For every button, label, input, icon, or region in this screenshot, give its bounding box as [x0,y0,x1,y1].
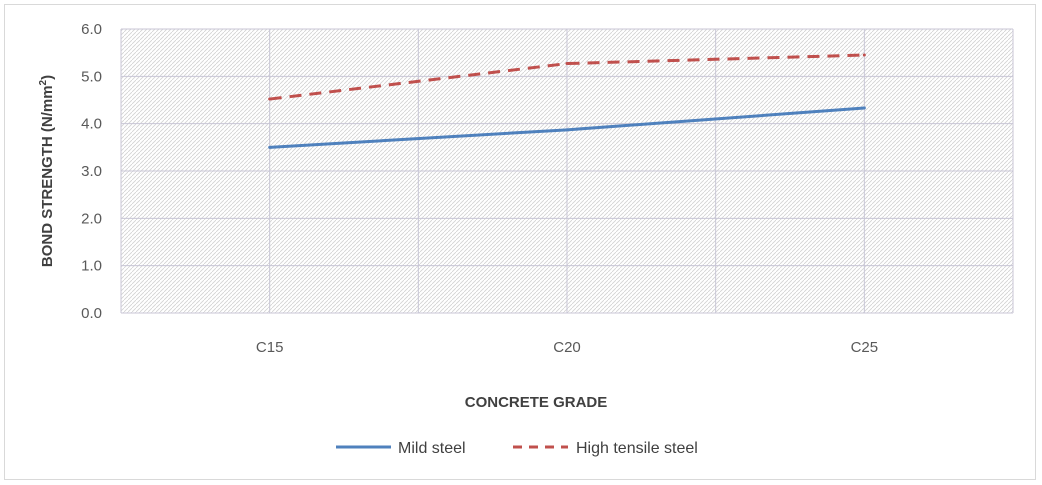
y-axis-title-close: ) [39,75,56,80]
tick-layer: 0.0 1.0 2.0 3.0 4.0 5.0 6.0 C15 C20 C25 [81,21,878,356]
x-tick-label: C15 [256,339,284,356]
y-tick-label: 0.0 [81,305,102,322]
data-point-mild-steel [565,128,569,132]
series-layer [268,53,866,149]
x-axis-title: CONCRETE GRADE [465,394,608,411]
grid-layer [120,28,1014,314]
legend: Mild steel High tensile steel [336,440,698,457]
y-tick-label: 5.0 [81,68,102,85]
y-tick-label: 1.0 [81,258,102,275]
data-point-mild-steel [862,106,866,110]
data-point-mild-steel [268,145,272,149]
legend-item-mild-steel: Mild steel [336,440,466,457]
legend-label-mild-steel: Mild steel [398,440,466,457]
y-tick-label: 3.0 [81,163,102,180]
data-point-high-tensile-steel [862,53,866,57]
y-tick-label: 2.0 [81,210,102,227]
y-tick-label: 4.0 [81,116,102,133]
x-tick-label: C20 [553,339,581,356]
y-tick-label: 6.0 [81,21,102,38]
y-axis-title-main: BOND STRENGTH (N/mm [39,85,56,267]
legend-item-high-tensile-steel: High tensile steel [513,440,698,457]
y-axis-title-superscript: 2 [38,79,49,85]
y-axis-title: BOND STRENGTH (N/mm2) [38,75,56,267]
data-point-high-tensile-steel [268,97,272,101]
data-point-high-tensile-steel [565,62,569,66]
x-tick-label: C25 [851,339,879,356]
legend-label-high-tensile-steel: High tensile steel [576,440,698,457]
